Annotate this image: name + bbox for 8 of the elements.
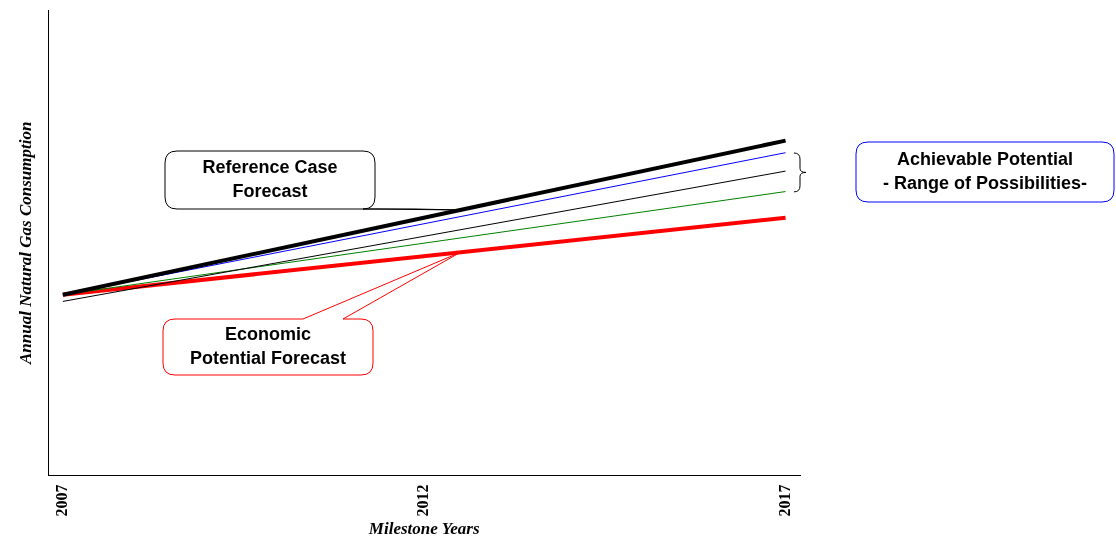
annotation: Economic Potential Forecast [189, 323, 347, 368]
x-tick-label: 2007 [52, 484, 70, 517]
x-axis-title: Milestone Years [367, 519, 480, 539]
x-tick-label: 2012 [414, 484, 432, 517]
x-tick-label: 2017 [775, 484, 793, 517]
text: Achievable Potential - Range of Possibilities- [882, 148, 1088, 193]
annotation: Reference Case Forecast [202, 156, 338, 201]
y-axis-title: Annual Natural Gas Consumption [15, 121, 35, 365]
